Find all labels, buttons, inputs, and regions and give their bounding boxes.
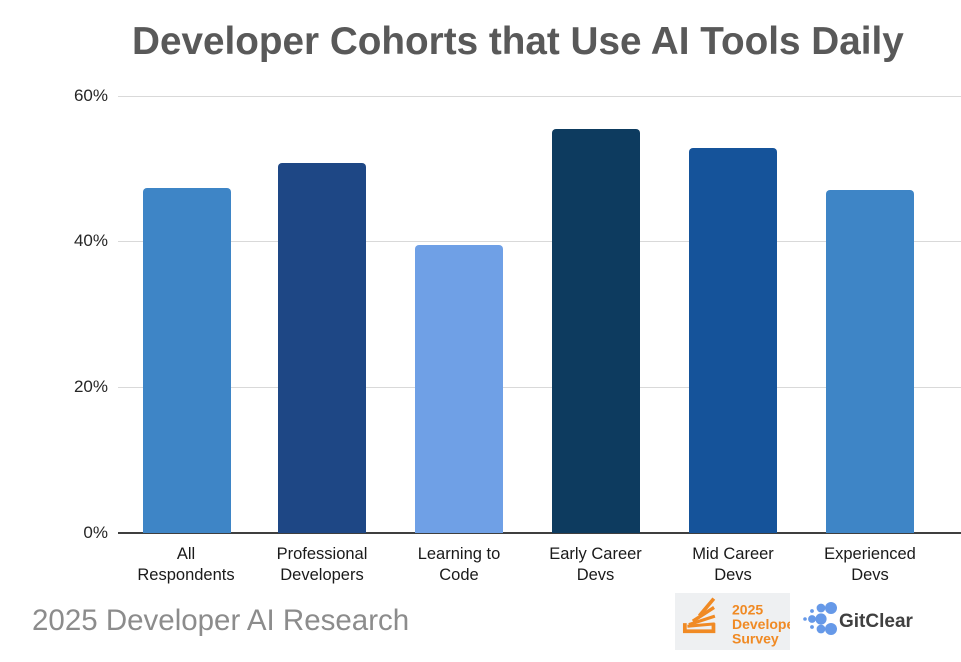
svg-text:GitClear: GitClear: [839, 611, 914, 632]
svg-text:Survey: Survey: [732, 631, 779, 647]
